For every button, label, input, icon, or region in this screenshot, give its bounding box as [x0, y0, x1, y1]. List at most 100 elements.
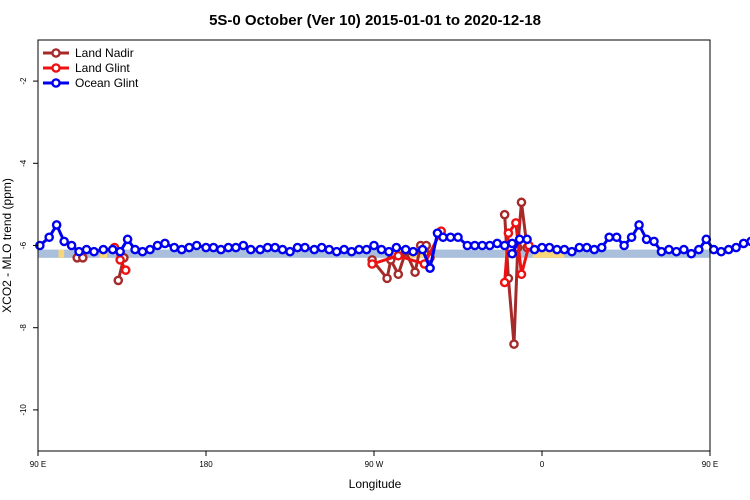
series-line-land-glint [371, 230, 443, 266]
point-ocean-glint [66, 240, 77, 251]
point-land-nadir [113, 275, 124, 286]
legend-item-ocean-glint: Ocean Glint [43, 76, 139, 90]
point-ocean-glint [438, 232, 448, 243]
point-ocean-glint [262, 242, 273, 253]
legend-swatch-point [51, 78, 61, 88]
point-ocean-glint [191, 240, 202, 251]
x-axis-label: Longitude [349, 477, 402, 491]
point-land-glint [499, 277, 510, 288]
y-tick-label: -8 [19, 324, 28, 332]
point-ocean-glint [98, 244, 109, 255]
point-ocean-glint [708, 244, 719, 255]
point-ocean-glint [300, 242, 310, 253]
point-ocean-glint [537, 242, 547, 253]
point-land-glint [367, 259, 377, 269]
legend-swatch-point [51, 48, 61, 58]
point-ocean-glint [499, 240, 510, 251]
legend-label: Land Glint [75, 61, 130, 75]
point-ocean-glint [611, 232, 622, 243]
x-tick-label: 180 [199, 460, 213, 469]
point-ocean-glint [408, 246, 419, 257]
point-ocean-glint [529, 244, 540, 255]
point-land-nadir [410, 267, 420, 278]
point-ocean-glint [201, 242, 211, 253]
point-land-nadir [509, 339, 519, 349]
y-axis-label: XCO2 - MLO trend (ppm) [0, 178, 14, 313]
ocean-band [38, 249, 710, 258]
point-ocean-glint [122, 234, 133, 245]
point-ocean-glint [152, 240, 163, 251]
point-ocean-glint [160, 238, 170, 249]
point-ocean-glint [354, 244, 364, 255]
point-ocean-glint [738, 238, 749, 249]
point-ocean-glint [316, 242, 327, 253]
point-ocean-glint [694, 244, 704, 255]
point-ocean-glint [453, 232, 463, 243]
point-land-nadir [382, 273, 392, 284]
point-ocean-glint [477, 240, 488, 251]
point-ocean-glint [445, 232, 456, 243]
point-ocean-glint [208, 242, 219, 253]
point-ocean-glint [664, 244, 674, 255]
y-axis: -2 -4 -6 -8 -10 [19, 77, 38, 416]
point-ocean-glint [552, 244, 562, 255]
y-tick-label: -6 [19, 241, 28, 249]
point-ocean-glint [81, 244, 92, 255]
point-ocean-glint [270, 242, 280, 253]
point-ocean-glint [107, 244, 118, 255]
point-ocean-glint [567, 246, 577, 257]
point-ocean-glint [339, 244, 349, 255]
point-ocean-glint [589, 244, 600, 255]
point-ocean-glint [679, 244, 689, 255]
point-ocean-glint [641, 234, 652, 245]
series-ocean-glint [35, 220, 750, 273]
point-ocean-glint [626, 232, 637, 243]
x-tick-label: 90 W [365, 460, 384, 469]
point-ocean-glint [238, 240, 249, 251]
point-ocean-glint [51, 220, 62, 230]
point-ocean-glint [400, 244, 411, 255]
point-ocean-glint [292, 242, 303, 253]
point-ocean-glint [686, 248, 697, 259]
point-ocean-glint [746, 236, 750, 247]
point-ocean-glint [285, 246, 295, 257]
chart-title: 5S-0 October (Ver 10) 2015-01-01 to 2020… [209, 12, 541, 29]
point-ocean-glint [391, 242, 402, 253]
point-ocean-glint [346, 246, 357, 257]
legend-label: Ocean Glint [75, 76, 139, 90]
point-ocean-glint [231, 242, 241, 253]
point-ocean-glint [604, 232, 615, 243]
point-ocean-glint [514, 234, 525, 245]
point-ocean-glint [59, 236, 69, 247]
point-ocean-glint [484, 240, 495, 251]
point-ocean-glint [559, 244, 570, 255]
point-ocean-glint [619, 240, 629, 251]
series-line-land-nadir [503, 200, 529, 346]
point-ocean-glint [507, 248, 517, 259]
point-ocean-glint [137, 246, 148, 257]
point-ocean-glint [492, 238, 503, 249]
point-land-nadir [393, 269, 404, 280]
point-ocean-glint [723, 244, 734, 255]
point-land-nadir [499, 209, 510, 220]
y-tick-label: -4 [19, 159, 28, 167]
point-ocean-glint [223, 242, 234, 253]
point-ocean-glint [634, 220, 644, 230]
point-land-glint [516, 269, 527, 280]
x-tick-label: 90 E [702, 460, 718, 469]
point-ocean-glint [384, 246, 394, 257]
point-ocean-glint [169, 242, 180, 253]
y-tick-label: -10 [19, 404, 28, 416]
legend-item-land-nadir: Land Nadir [43, 46, 134, 60]
x-tick-label: 0 [540, 460, 545, 469]
point-ocean-glint [731, 242, 741, 253]
point-ocean-glint [89, 246, 99, 257]
point-ocean-glint [716, 246, 727, 257]
legend-label: Land Nadir [75, 46, 134, 60]
point-ocean-glint [507, 238, 517, 249]
x-axis: 90 E 180 90 W 0 90 E [30, 451, 718, 469]
point-ocean-glint [245, 244, 256, 255]
point-ocean-glint [331, 246, 342, 257]
